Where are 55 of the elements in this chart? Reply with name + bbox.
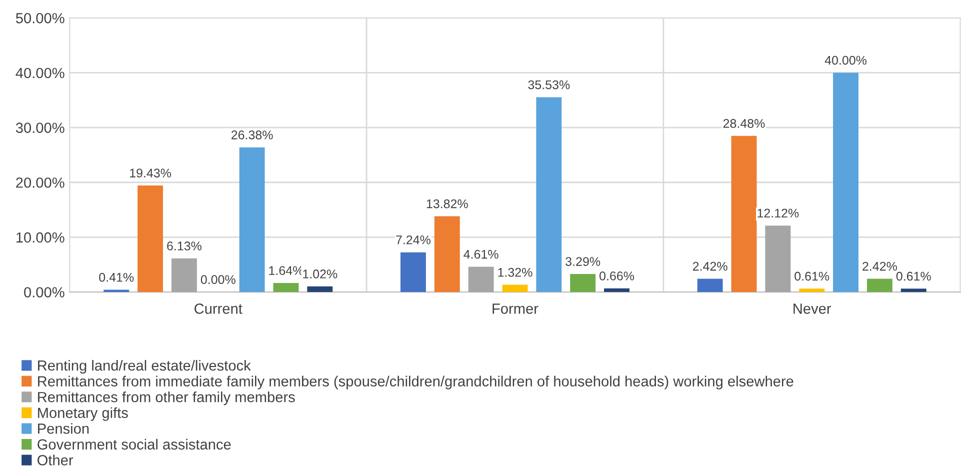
legend-label: Government social assistance xyxy=(38,438,231,450)
legend-label: Pension xyxy=(38,423,89,434)
bar xyxy=(697,278,723,292)
data-label: 40.00% xyxy=(824,56,867,65)
bar xyxy=(307,286,333,292)
bar xyxy=(536,97,562,292)
data-label: 7.24% xyxy=(396,235,430,244)
bar xyxy=(400,252,426,292)
data-label: 0.61% xyxy=(896,272,931,281)
bar xyxy=(171,258,197,292)
bar xyxy=(570,274,596,292)
data-label: 13.82% xyxy=(426,199,468,208)
bar xyxy=(765,226,791,292)
data-label: 0.61% xyxy=(794,272,830,281)
bar xyxy=(604,288,630,292)
data-label: 19.43% xyxy=(130,168,172,178)
bar xyxy=(138,185,163,292)
y-tick-label: 50.00% xyxy=(16,13,64,24)
legend-label: Remittances from immediate family members (spouse/children/grandchildren of household heads) working elsewhere xyxy=(38,376,794,390)
data-label: 28.48% xyxy=(723,119,765,128)
bar xyxy=(731,136,757,292)
data-label: 4.61% xyxy=(464,250,498,259)
data-label: 0.00% xyxy=(200,275,236,284)
y-tick-label: 40.00% xyxy=(16,68,64,78)
data-label: 2.42% xyxy=(692,262,728,271)
bar xyxy=(799,288,825,292)
legend-label: Renting land/real estate/livestock xyxy=(38,360,251,374)
y-tick-label: 10.00% xyxy=(16,232,64,243)
x-tick-label: Never xyxy=(794,304,832,314)
bar xyxy=(866,278,892,292)
data-label: 0.41% xyxy=(99,272,134,282)
data-label: 0.66% xyxy=(600,272,634,280)
data-label: 3.29% xyxy=(566,257,600,266)
data-label: 12.12% xyxy=(758,208,799,218)
y-tick-label: 30.00% xyxy=(16,122,64,133)
data-label: 1.32% xyxy=(498,268,532,277)
data-label: 6.13% xyxy=(167,242,202,250)
bar xyxy=(900,288,926,292)
data-label: 26.38% xyxy=(231,130,273,140)
x-tick-label: Current xyxy=(194,304,242,314)
bar xyxy=(502,284,528,292)
bar xyxy=(239,147,265,292)
x-tick-label: Former xyxy=(492,304,538,314)
bar xyxy=(434,216,460,292)
bar xyxy=(273,283,299,292)
data-label: 1.02% xyxy=(303,270,338,278)
legend-label: Remittances from other family members xyxy=(38,392,295,406)
bar xyxy=(833,72,858,292)
legend-label: Monetary gifts xyxy=(38,407,128,421)
data-label: 2.42% xyxy=(862,262,897,271)
legend-label: Other xyxy=(38,454,74,466)
y-tick-label: 20.00% xyxy=(16,177,64,188)
y-tick-label: 0.00% xyxy=(24,287,64,298)
bar xyxy=(468,266,494,292)
data-label: 35.53% xyxy=(528,80,570,90)
